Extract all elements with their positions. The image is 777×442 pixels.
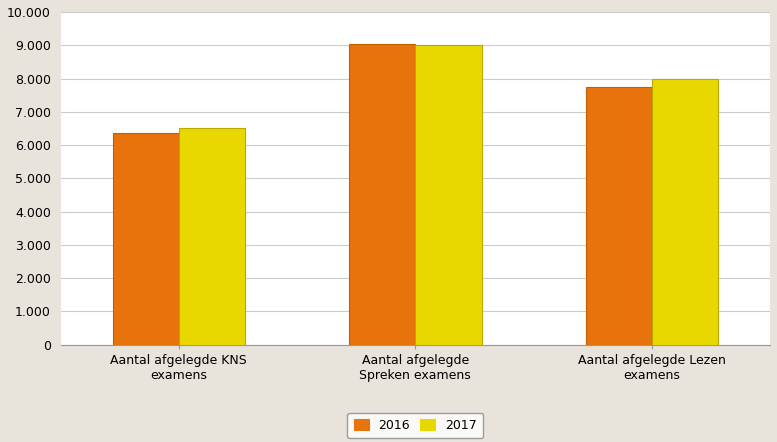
Bar [113,133,179,345]
Bar [652,79,718,345]
Bar [179,129,245,345]
Bar [586,87,652,345]
Bar [349,44,415,345]
Bar [415,45,482,345]
Legend: 2016, 2017: 2016, 2017 [347,413,483,438]
